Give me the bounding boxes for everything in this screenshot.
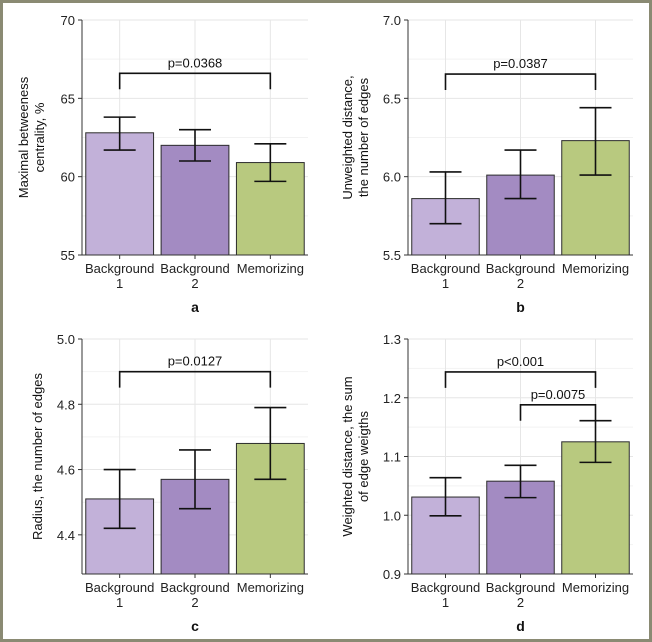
y-axis-label: centrality, % bbox=[32, 102, 47, 172]
error-bar bbox=[254, 406, 287, 481]
y-axis-label: of edge weigths bbox=[356, 410, 371, 502]
x-tick-label: 1 bbox=[442, 595, 449, 610]
y-tick-label: 4.6 bbox=[57, 463, 75, 478]
y-tick-label: 55 bbox=[61, 248, 75, 263]
y-tick-label: 0.9 bbox=[383, 567, 401, 582]
y-tick-label: 70 bbox=[61, 13, 75, 28]
x-tick-label: 2 bbox=[517, 276, 524, 291]
panel-label-b: b bbox=[516, 299, 525, 315]
y-tick-label: 60 bbox=[61, 170, 75, 185]
x-tick-label: Background bbox=[486, 580, 555, 595]
chart-panel-a: p=0.036855606570Background1Background2Me… bbox=[16, 13, 308, 315]
significance-label: p=0.0075 bbox=[531, 387, 586, 402]
error-bar bbox=[504, 464, 537, 499]
panel-label-d: d bbox=[516, 618, 525, 634]
x-tick-label: Background bbox=[411, 580, 480, 595]
x-tick-label: Memorizing bbox=[562, 580, 629, 595]
y-axis-label: Maximal betweeness bbox=[16, 76, 31, 198]
chart-panel-c: p=0.01274.44.64.85.0Background1Backgroun… bbox=[30, 332, 308, 634]
significance-bracket bbox=[519, 404, 597, 421]
error-bar bbox=[179, 449, 211, 510]
x-tick-label: Background bbox=[85, 580, 154, 595]
x-tick-label: 1 bbox=[442, 276, 449, 291]
y-tick-label: 6.5 bbox=[383, 91, 401, 106]
chart-panel-d: p<0.001 p=0.0075 0.9 1.0 1.1 1.2 1.3 Background… bbox=[340, 332, 633, 634]
error-bar bbox=[254, 142, 287, 183]
error-bar bbox=[579, 106, 612, 176]
x-tick-label: Memorizing bbox=[562, 261, 629, 276]
y-tick-label: 1.1 bbox=[383, 450, 401, 465]
x-tick-label: 2 bbox=[191, 276, 198, 291]
x-tick-label: 2 bbox=[517, 595, 524, 610]
significance-bracket bbox=[444, 371, 597, 388]
panel-label-c: c bbox=[191, 618, 199, 634]
y-axis-label: Weighted distance, the sum bbox=[340, 376, 355, 536]
x-tick-label: 2 bbox=[191, 595, 198, 610]
y-tick-label: 1.3 bbox=[383, 332, 401, 347]
error-bar bbox=[429, 476, 462, 517]
y-axis-label: the number of edges bbox=[356, 77, 371, 197]
error-bar bbox=[103, 116, 136, 151]
significance-label: p=0.0127 bbox=[168, 354, 223, 369]
y-tick-label: 65 bbox=[61, 91, 75, 106]
x-tick-label: 1 bbox=[116, 595, 123, 610]
bar-a-2 bbox=[160, 144, 230, 256]
error-bar bbox=[179, 128, 211, 162]
panel-label-a: a bbox=[191, 299, 199, 315]
x-tick-label: Background bbox=[411, 261, 480, 276]
y-tick-label: 1.2 bbox=[383, 391, 401, 406]
significance-label: p<0.001 bbox=[497, 354, 544, 369]
bar-a-1 bbox=[85, 132, 155, 256]
y-tick-label: 4.4 bbox=[57, 528, 75, 543]
y-tick-label: 6.0 bbox=[383, 170, 401, 185]
x-tick-label: Memorizing bbox=[237, 580, 304, 595]
figure-canvas: p=0.036855606570Background1Background2Me… bbox=[16, 13, 633, 634]
error-bar bbox=[103, 468, 136, 530]
significance-bracket bbox=[444, 73, 597, 91]
significance-bracket bbox=[118, 370, 272, 388]
y-axis-label: Unweighted distance, bbox=[340, 75, 355, 199]
error-bar bbox=[504, 149, 537, 200]
y-tick-label: 5.5 bbox=[383, 248, 401, 263]
y-tick-label: 4.8 bbox=[57, 397, 75, 412]
x-tick-label: Background bbox=[160, 580, 229, 595]
significance-bracket bbox=[118, 72, 272, 90]
y-tick-label: 1.0 bbox=[383, 508, 401, 523]
x-tick-label: Background bbox=[160, 261, 229, 276]
chart-panel-b: p=0.03875.56.06.57.0Background1Backgroun… bbox=[340, 13, 633, 315]
significance-label: p=0.0368 bbox=[168, 55, 223, 70]
significance-label: p=0.0387 bbox=[493, 56, 548, 71]
x-tick-label: Background bbox=[486, 261, 555, 276]
y-tick-label: 5.0 bbox=[57, 332, 75, 347]
y-axis-label: Radius, the number of edges bbox=[30, 373, 45, 540]
error-bar bbox=[429, 171, 462, 225]
x-tick-label: Memorizing bbox=[237, 261, 304, 276]
x-tick-label: 1 bbox=[116, 276, 123, 291]
y-tick-label: 7.0 bbox=[383, 13, 401, 28]
x-tick-label: Background bbox=[85, 261, 154, 276]
